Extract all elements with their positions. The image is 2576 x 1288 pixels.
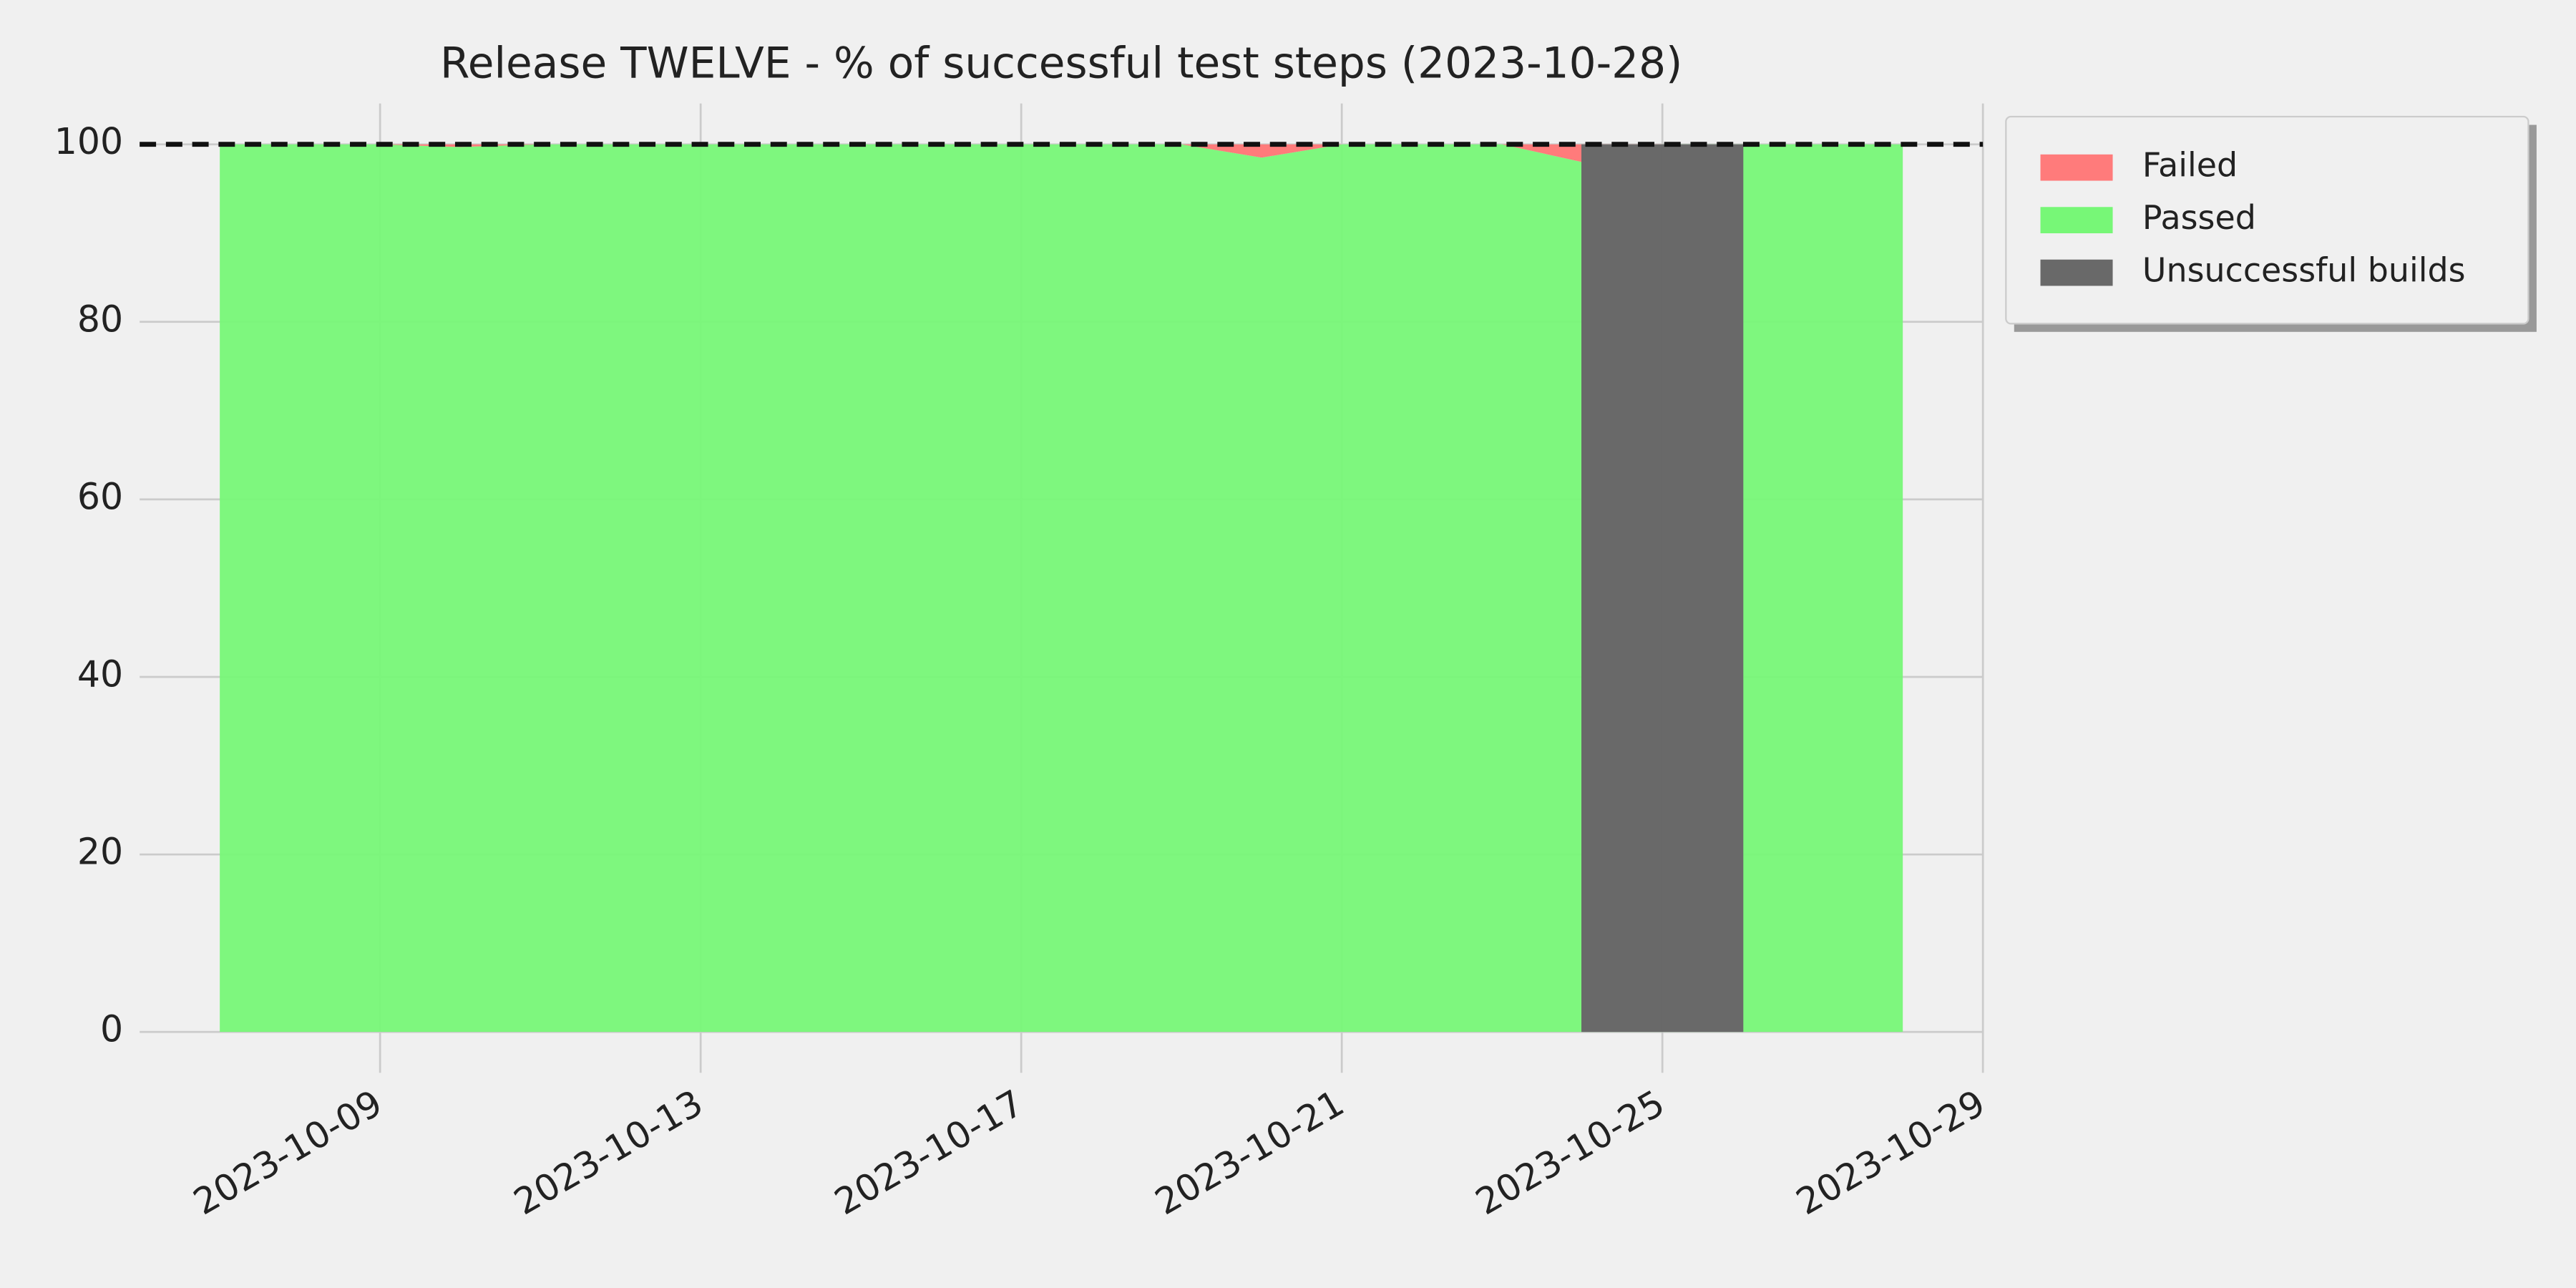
chart-title: Release TWELVE - % of successful test st… bbox=[440, 39, 1682, 88]
y-tick-label: 20 bbox=[77, 831, 123, 873]
y-tick-label: 0 bbox=[100, 1008, 123, 1050]
legend-swatch bbox=[2040, 207, 2113, 234]
legend-label: Passed bbox=[2142, 198, 2256, 237]
legend-swatch bbox=[2040, 259, 2113, 286]
unsuccessful-build-bar bbox=[1662, 144, 1744, 1033]
y-tick-label: 60 bbox=[77, 475, 123, 517]
marks bbox=[140, 142, 1984, 1033]
y-tick-label: 100 bbox=[54, 120, 123, 162]
legend-box bbox=[2005, 115, 2529, 325]
y-tick-label: 40 bbox=[77, 653, 123, 695]
y-tick-label: 80 bbox=[77, 298, 123, 340]
legend-label: Failed bbox=[2142, 146, 2238, 185]
passed-area bbox=[220, 144, 1903, 1033]
legend: Failed Passed Unsuccessful builds bbox=[2005, 115, 2537, 332]
legend-swatch bbox=[2040, 154, 2113, 181]
failed-area bbox=[220, 144, 1903, 162]
legend-label: Unsuccessful builds bbox=[2142, 251, 2466, 290]
unsuccessful-build-bar bbox=[1581, 144, 1664, 1033]
